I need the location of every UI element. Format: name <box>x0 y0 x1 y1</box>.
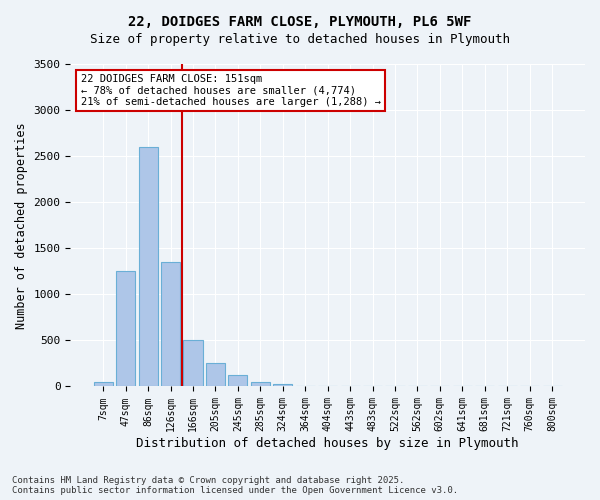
Bar <box>273 384 292 386</box>
Bar <box>161 262 180 386</box>
Bar <box>206 364 225 386</box>
X-axis label: Distribution of detached houses by size in Plymouth: Distribution of detached houses by size … <box>136 437 519 450</box>
Bar <box>184 340 203 386</box>
Bar <box>94 382 113 386</box>
Y-axis label: Number of detached properties: Number of detached properties <box>15 122 28 328</box>
Bar <box>251 382 270 386</box>
Text: 22, DOIDGES FARM CLOSE, PLYMOUTH, PL6 5WF: 22, DOIDGES FARM CLOSE, PLYMOUTH, PL6 5W… <box>128 15 472 29</box>
Bar <box>229 376 247 386</box>
Bar <box>116 272 135 386</box>
Text: 22 DOIDGES FARM CLOSE: 151sqm
← 78% of detached houses are smaller (4,774)
21% o: 22 DOIDGES FARM CLOSE: 151sqm ← 78% of d… <box>80 74 380 107</box>
Text: Size of property relative to detached houses in Plymouth: Size of property relative to detached ho… <box>90 32 510 46</box>
Text: Contains HM Land Registry data © Crown copyright and database right 2025.
Contai: Contains HM Land Registry data © Crown c… <box>12 476 458 495</box>
Bar <box>139 147 158 386</box>
